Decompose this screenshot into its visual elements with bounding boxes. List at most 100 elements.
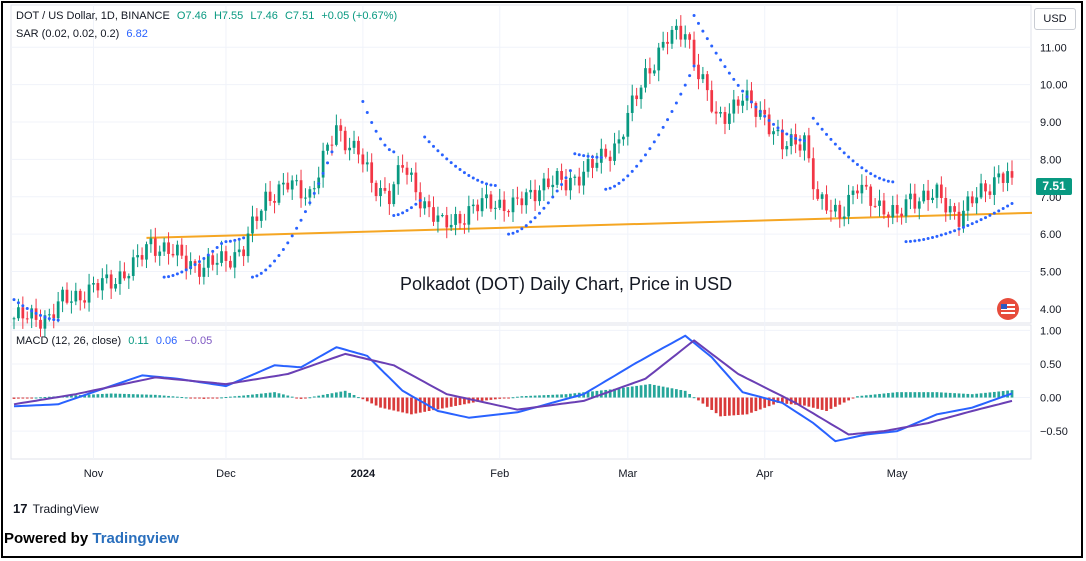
price-tick-label: 5.00 [1040, 267, 1061, 279]
histogram-bar [233, 396, 237, 398]
histogram-bar [683, 390, 687, 398]
histogram-bar [162, 395, 166, 398]
candle-body [215, 262, 219, 265]
sar-dot [741, 89, 745, 93]
sar-dot [511, 231, 515, 235]
candle-body [798, 144, 802, 151]
histogram-bar [962, 393, 965, 398]
candle-body [330, 144, 334, 146]
sar-dot [873, 174, 877, 178]
sar-dot [162, 275, 166, 279]
sar-dot [220, 242, 224, 245]
candle-body [599, 148, 603, 163]
histogram-bar [657, 385, 661, 398]
sar-dot [43, 315, 47, 319]
sar-dot [573, 152, 577, 156]
sar-dot [922, 237, 926, 241]
candle-body [772, 131, 775, 135]
sar-value: 6.82 [126, 28, 148, 40]
macd-tick-label: 0.50 [1040, 359, 1061, 371]
sar-dot [330, 150, 334, 154]
candle-body [869, 186, 873, 206]
histogram-bar [675, 389, 678, 398]
candle-body [935, 184, 939, 198]
sar-dot [202, 256, 206, 260]
histogram-bar [436, 397, 440, 410]
histogram-bar [259, 393, 263, 398]
tradingview-brand[interactable]: 17 TradingView [13, 501, 99, 516]
sar-dot [529, 220, 533, 224]
candle-body [975, 197, 979, 204]
candle-body [957, 211, 961, 227]
sar-dot [688, 74, 692, 78]
sar-dot [635, 164, 639, 168]
histogram-bar [361, 397, 365, 400]
sar-dot [763, 114, 767, 118]
histogram-bar [193, 397, 197, 399]
candle-body [591, 159, 594, 168]
candle-body [476, 204, 480, 212]
sar-dot [546, 201, 550, 205]
candle-body [1001, 173, 1005, 183]
candle-body [948, 206, 952, 213]
candle-body [507, 211, 510, 213]
sar-dot [233, 238, 237, 242]
candle-body [842, 216, 846, 219]
sar-dot [476, 178, 480, 182]
candle-body [61, 289, 64, 302]
candle-body [816, 189, 820, 199]
histogram-bar [118, 393, 122, 398]
histogram-bar [838, 397, 842, 405]
sar-dot [904, 240, 908, 244]
histogram-bar [975, 393, 979, 398]
candle-body [825, 194, 828, 211]
candle-body [334, 125, 338, 145]
candle-body [635, 95, 639, 100]
candle-body [264, 191, 268, 211]
candle-body [555, 170, 559, 185]
candle-body [886, 214, 890, 218]
candle-body [52, 314, 56, 319]
sar-dot [242, 236, 246, 240]
histogram-bar [648, 384, 652, 398]
sar-dot [913, 239, 917, 243]
histogram-bar [114, 393, 117, 398]
candle-body [39, 319, 42, 329]
candle-body [697, 64, 700, 80]
candle-body [480, 198, 484, 212]
histogram-bar [878, 393, 881, 398]
symbol-name: DOT / US Dollar, 1D, BINANCE [16, 10, 170, 22]
histogram-bar [379, 397, 382, 408]
candle-body [741, 100, 744, 106]
candle-body [728, 113, 731, 124]
candle-body [92, 283, 95, 285]
histogram-bar [608, 389, 612, 398]
us-flag-icon[interactable] [997, 298, 1019, 320]
histogram-bar [917, 392, 921, 398]
sar-dot [802, 139, 806, 143]
candle-body [750, 90, 753, 103]
sar-dot [992, 211, 996, 215]
sar-dot [723, 65, 727, 69]
candle-body [931, 197, 934, 201]
candle-body [458, 214, 462, 224]
candle-body [542, 178, 546, 191]
histogram-bar [224, 397, 228, 399]
histogram-bar [334, 392, 338, 398]
sar-dot [674, 101, 678, 105]
candle-body [449, 224, 453, 228]
histogram-bar [304, 397, 307, 399]
candle-body [608, 156, 612, 161]
sar-dot [789, 134, 793, 138]
sar-dot [829, 137, 833, 141]
histogram-bar [317, 395, 321, 398]
histogram-bar [679, 389, 683, 398]
candle-body [917, 201, 921, 209]
candle-body [158, 251, 162, 256]
currency-button[interactable]: USD [1034, 8, 1076, 30]
candle-body [70, 301, 73, 303]
sar-dot [462, 171, 466, 175]
time-tick-label: Mar [618, 468, 637, 480]
sar-dot [317, 182, 321, 186]
